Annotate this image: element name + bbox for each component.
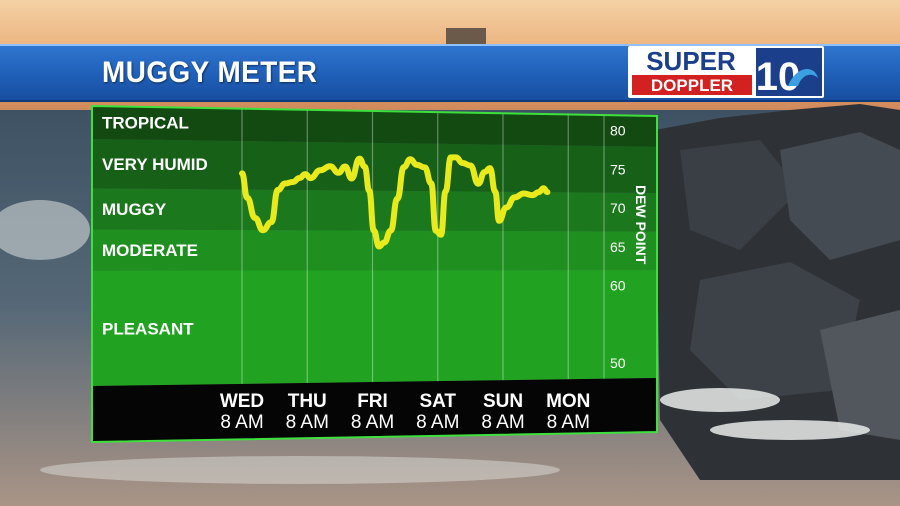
x-time-label: 8 AM	[416, 412, 459, 433]
x-time-label: 8 AM	[286, 412, 329, 433]
y-tick-label: 75	[610, 161, 626, 177]
page-title: MUGGY METER	[102, 56, 318, 89]
y-tick-label: 80	[610, 123, 626, 139]
chart-border	[91, 104, 658, 444]
category-labels: TROPICAL VERY HUMID MUGGY MODERATE PLEASANT	[102, 114, 208, 339]
y-tick-label: 65	[610, 239, 626, 255]
brand-line1: SUPER	[646, 46, 736, 76]
band-very-humid	[92, 138, 657, 194]
x-time-label: 8 AM	[481, 412, 524, 433]
rocks	[655, 104, 900, 480]
category-bands	[92, 106, 657, 386]
y-axis-title: DEW POINT	[633, 185, 649, 265]
x-day-label: SAT	[419, 391, 456, 412]
brand-number: 10	[756, 55, 801, 98]
category-label: MODERATE	[102, 241, 198, 260]
band-pleasant	[92, 270, 657, 386]
x-day-label: MON	[546, 391, 590, 412]
category-label: MUGGY	[102, 200, 167, 219]
x-day-label: SUN	[483, 391, 523, 412]
category-label: VERY HUMID	[102, 155, 208, 174]
surf-foam	[0, 200, 870, 484]
brand-line2: DOPPLER	[651, 76, 733, 95]
x-day-label: FRI	[357, 391, 388, 412]
x-time-label: 8 AM	[547, 412, 590, 433]
dew-point-line	[239, 154, 551, 250]
y-tick-label: 50	[610, 355, 626, 371]
dew-point-ticks: 80 75 70 65 60 50	[610, 123, 626, 371]
x-time-label: 8 AM	[351, 412, 394, 433]
x-day-label: THU	[288, 391, 327, 412]
category-label: PLEASANT	[102, 319, 194, 338]
y-tick-label: 60	[610, 278, 626, 294]
x-axis-strip	[92, 378, 657, 442]
band-tropical	[92, 106, 657, 147]
y-tick-label: 70	[610, 200, 626, 216]
day-gridlines	[241, 108, 605, 384]
wave-icon	[788, 68, 818, 86]
x-time-label: 8 AM	[220, 412, 263, 433]
super-doppler-10-logo: SUPER DOPPLER 10	[628, 46, 824, 98]
x-day-label: WED	[220, 391, 264, 412]
band-moderate	[92, 229, 657, 271]
category-label: TROPICAL	[102, 114, 189, 133]
pier-structure	[446, 28, 486, 44]
